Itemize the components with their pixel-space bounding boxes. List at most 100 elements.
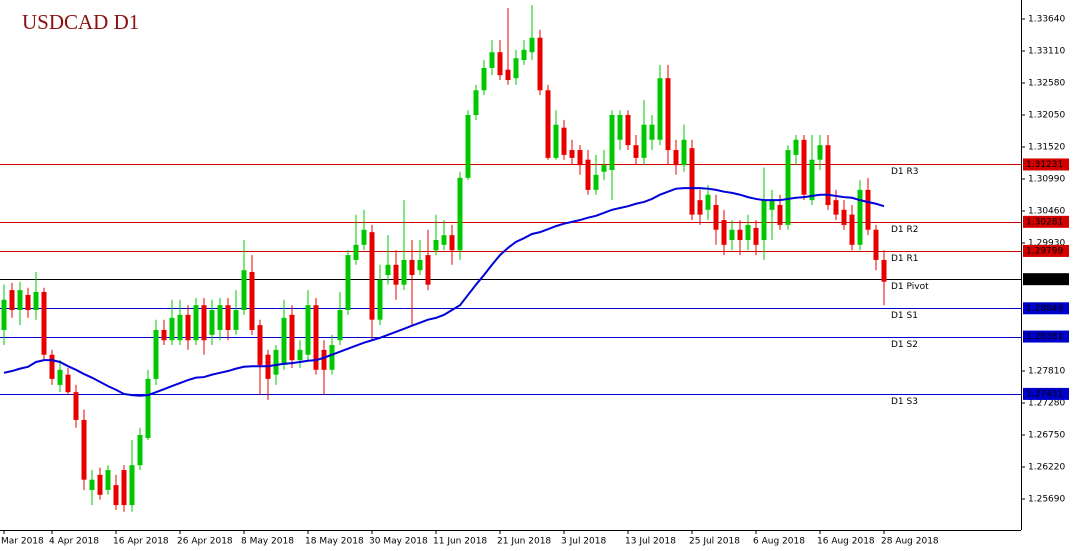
candle-body	[625, 115, 631, 146]
candle-body	[473, 90, 479, 116]
candle-body	[457, 177, 463, 251]
candle-body	[785, 150, 791, 225]
candle-body	[177, 314, 183, 341]
y-tick-label: 1.27810	[1028, 367, 1065, 377]
level-price-box	[1023, 302, 1069, 315]
x-tick-label: 4 Apr 2018	[49, 537, 99, 547]
candle-body	[369, 232, 375, 320]
y-tick-label: 1.30990	[1028, 175, 1065, 185]
candle-body	[673, 150, 679, 166]
candle-body	[89, 479, 95, 490]
candle-body	[665, 78, 671, 151]
candle-body	[33, 291, 39, 311]
level-price-label: 1.28381	[1026, 332, 1063, 342]
candle-body	[121, 470, 127, 506]
candle-body	[1, 299, 7, 330]
candle-body	[521, 49, 527, 61]
candle-body	[681, 139, 687, 166]
candle-body	[193, 305, 199, 341]
level-name: D1 R2	[891, 225, 919, 235]
candle-body	[745, 224, 751, 241]
candle-body	[57, 369, 63, 385]
candle-body	[297, 349, 303, 361]
level-price-box	[1023, 273, 1069, 286]
candle-body	[657, 78, 663, 140]
candle-body	[377, 279, 383, 320]
level-name: D1 S3	[891, 397, 918, 407]
candle-body	[465, 115, 471, 178]
y-tick-label: 1.33110	[1028, 47, 1065, 57]
candle-body	[729, 229, 735, 241]
candle-body	[241, 270, 247, 311]
candle-body	[153, 329, 159, 379]
x-tick-label: 3 Jul 2018	[561, 537, 606, 547]
candle-body	[361, 229, 367, 245]
candle-body	[273, 349, 279, 375]
candle-body	[17, 290, 23, 311]
candle-body	[769, 200, 775, 210]
y-tick-label: 1.32050	[1028, 111, 1065, 121]
y-tick-label: 1.31520	[1028, 143, 1065, 153]
candle-body	[209, 310, 215, 335]
candle-body	[25, 294, 31, 311]
candle-body	[321, 349, 327, 370]
candle-body	[345, 255, 351, 311]
candle-body	[641, 124, 647, 158]
candle-body	[529, 37, 535, 53]
y-tick-label: 1.29930	[1028, 239, 1065, 249]
level-name: D1 R3	[891, 167, 919, 177]
level-name: D1 S1	[891, 311, 918, 321]
level-price-label: 1.30281	[1026, 217, 1063, 227]
candle-body	[9, 290, 15, 311]
y-tick-label: 1.32580	[1028, 79, 1065, 89]
candle-body	[761, 200, 767, 241]
candle-body	[497, 52, 503, 76]
candle-body	[441, 235, 447, 245]
level-price-box	[1023, 215, 1069, 228]
candle-body	[881, 259, 887, 282]
candle-body	[585, 159, 591, 190]
level-price-box	[1023, 330, 1069, 343]
candle-body	[809, 159, 815, 201]
candle-body	[609, 115, 615, 170]
candle-body	[41, 291, 47, 355]
x-tick-label: Mar 2018	[1, 537, 44, 547]
candle-body	[97, 474, 103, 495]
candle-body	[329, 345, 335, 370]
candle-body	[817, 145, 823, 160]
candle-body	[777, 204, 783, 225]
x-tick-label: 6 Aug 2018	[753, 537, 805, 547]
candle-body	[409, 259, 415, 276]
candle-body	[401, 259, 407, 285]
candle-body	[849, 214, 855, 245]
candle-body	[449, 235, 455, 251]
candle-body	[113, 485, 119, 506]
candle-body	[617, 115, 623, 140]
level-price-label: 1.29799	[1026, 246, 1063, 256]
candle-body	[129, 465, 135, 506]
candle-body	[857, 189, 863, 245]
candle-body	[433, 240, 439, 251]
candle-body	[873, 229, 879, 260]
candle-body	[825, 145, 831, 205]
y-tick-label: 1.26750	[1028, 431, 1065, 441]
candle-body	[801, 139, 807, 195]
candle-body	[337, 310, 343, 341]
candle-body	[841, 209, 847, 225]
candle-body	[633, 145, 639, 158]
y-tick-label: 1.30460	[1028, 207, 1065, 217]
candle-body	[705, 194, 711, 210]
x-tick-label: 16 Aug 2018	[817, 537, 875, 547]
x-tick-label: 30 May 2018	[369, 537, 428, 547]
candle-body	[145, 378, 151, 439]
level-price-label: 1.29331	[1026, 275, 1063, 285]
candle-body	[593, 174, 599, 190]
level-name: D1 R1	[891, 254, 919, 264]
candle-body	[417, 259, 423, 271]
candle-body	[649, 124, 655, 140]
candle-body	[689, 148, 695, 215]
candle-body	[753, 227, 759, 245]
y-tick-label: 1.26220	[1028, 463, 1065, 473]
